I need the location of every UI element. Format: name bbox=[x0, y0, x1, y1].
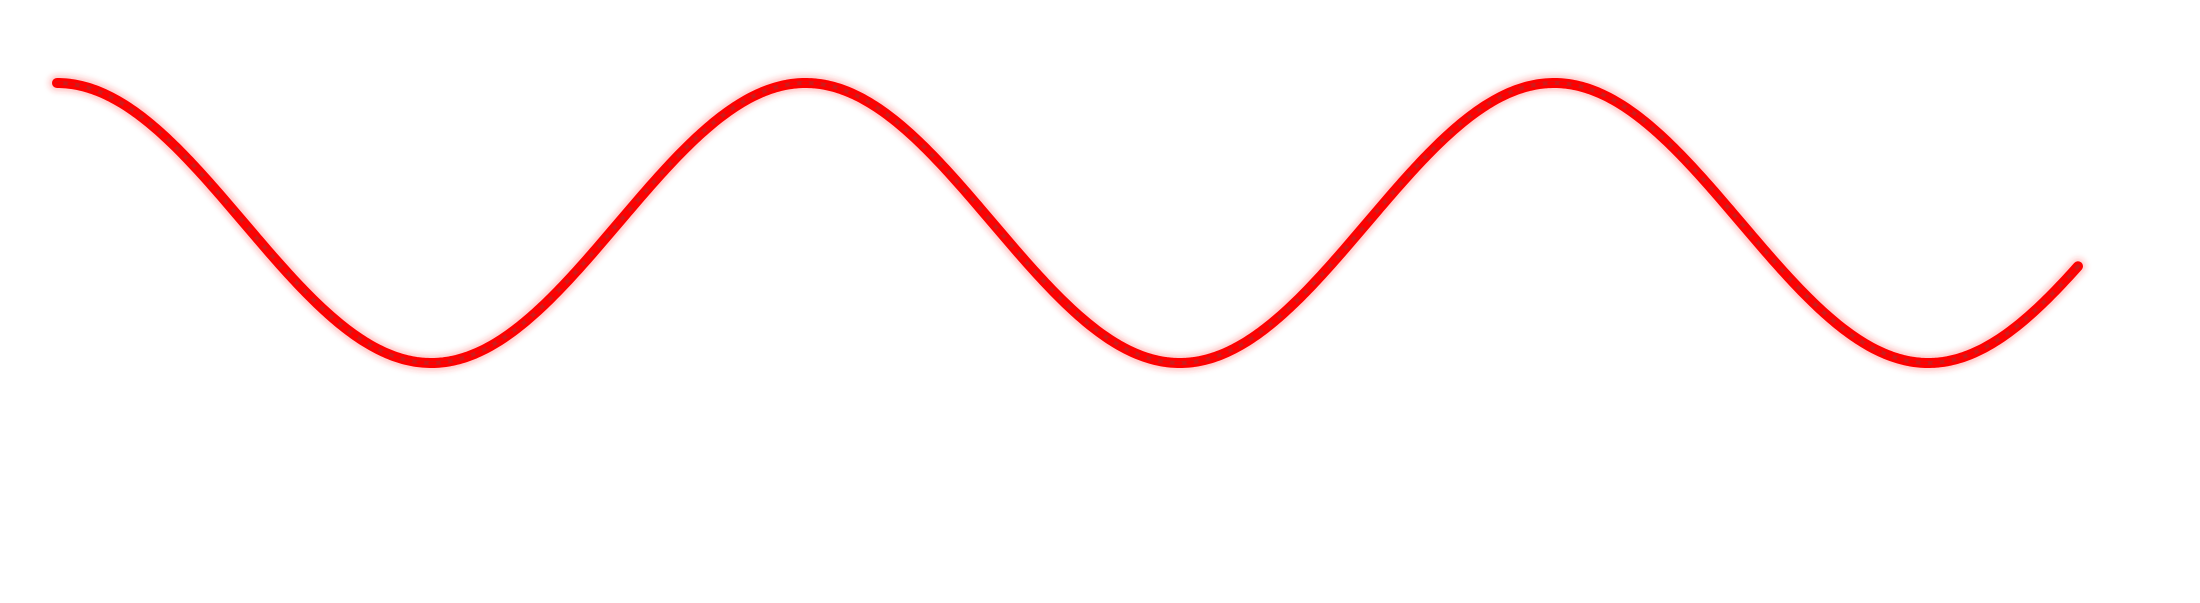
sine-wave-core bbox=[55, 81, 2080, 365]
sine-wave-stroke bbox=[52, 78, 2083, 368]
sine-wave-highlight bbox=[55, 81, 2080, 365]
sine-wave-curve bbox=[49, 75, 2086, 371]
sine-wave-halo bbox=[49, 75, 2086, 371]
